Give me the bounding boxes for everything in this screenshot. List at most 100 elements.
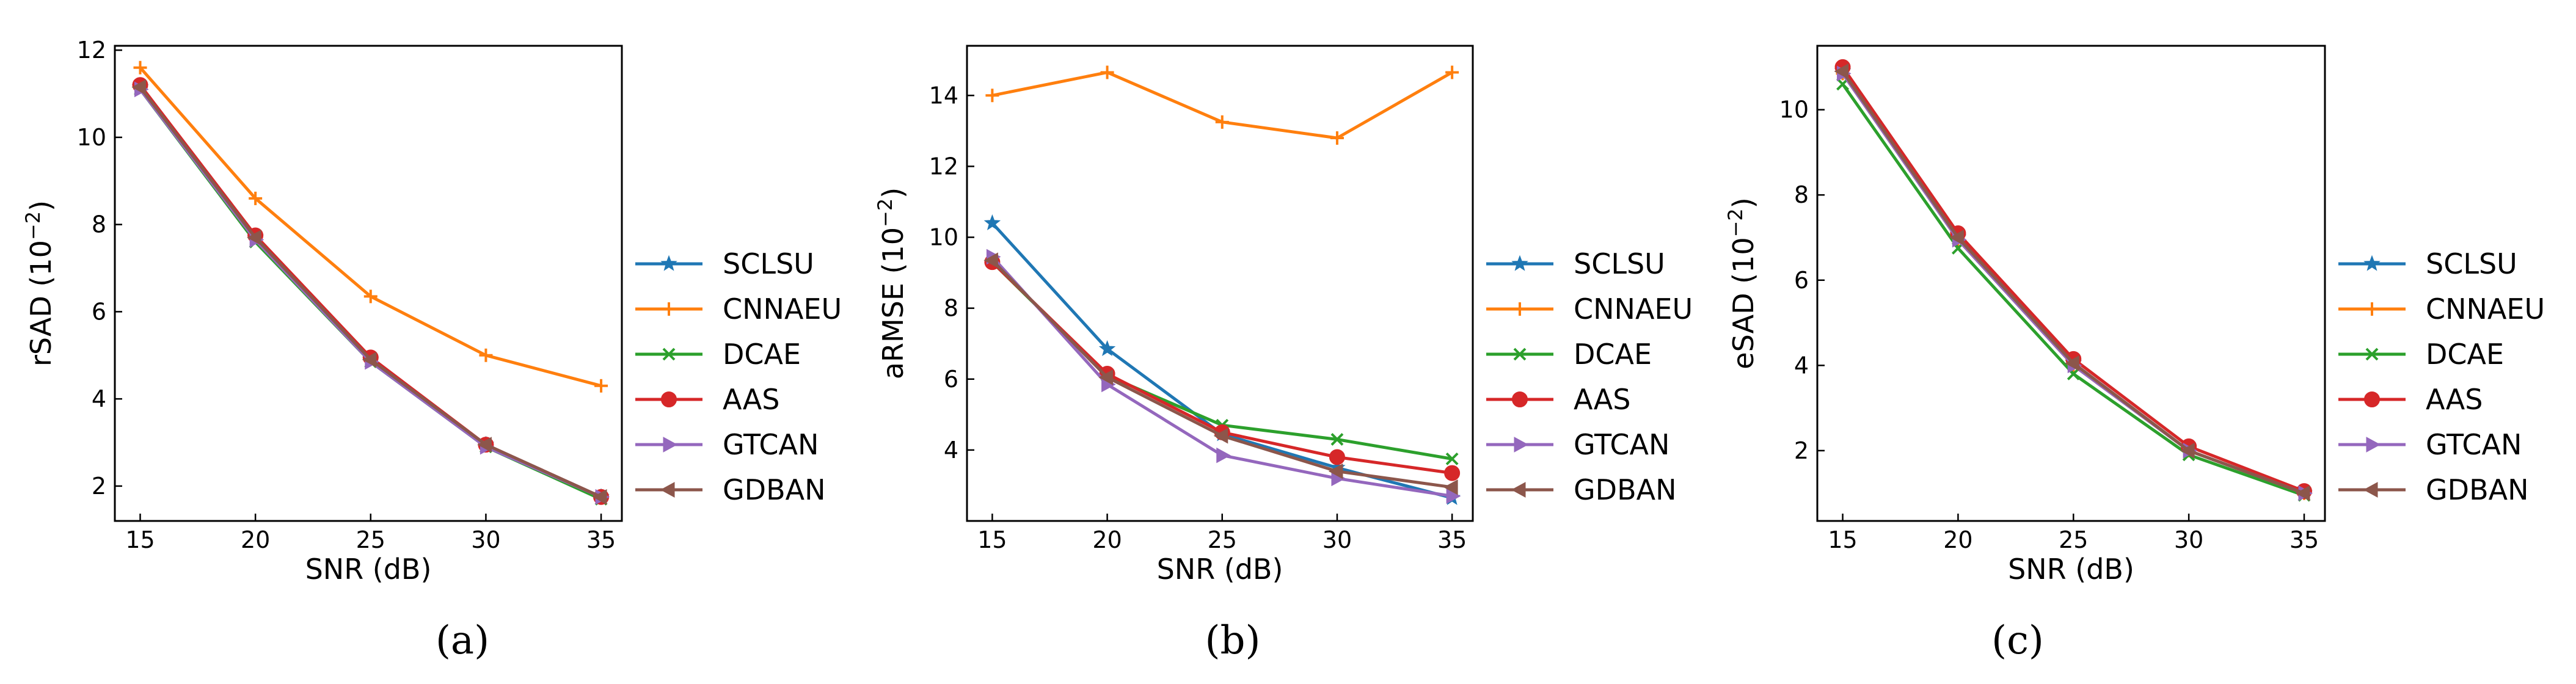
legend-item-gtcan: GTCAN [635, 428, 819, 461]
y-axis-label-exponent: −2 [1724, 208, 1747, 237]
data-point-cnnaeu-35 [594, 379, 608, 393]
legend-label: DCAE [1574, 338, 1652, 371]
data-point-aas-30 [1329, 449, 1345, 465]
chart-panel-a: 15 20 25 30 35 2 4 6 8 10 12 SNR (dB) rSAD (10−2) SCL… [21, 37, 842, 663]
chart-panel-b: 15 20 25 30 35 4 6 8 10 12 14 SNR (dB) aRMSE (10−2) S… [874, 45, 1693, 663]
legend-marker [2365, 302, 2379, 316]
y-tick-label: 6 [944, 366, 958, 393]
legend-label: GTCAN [2426, 428, 2522, 461]
legend-marker [662, 302, 676, 316]
legend-item-gtcan: GTCAN [2338, 428, 2522, 461]
legend-label: SCLSU [723, 247, 814, 280]
data-point-sclsu-20 [1098, 340, 1116, 357]
y-tick-label: 8 [92, 211, 106, 238]
x-axis-label: SNR (dB) [2008, 553, 2134, 586]
legend-marker [2365, 347, 2379, 361]
panel-caption: (c) [1991, 618, 2044, 663]
legend: SCLSU CNNAEU DCAE AAS GTCAN GDBAN [1486, 247, 1693, 506]
legend-item-gtcan: GTCAN [1486, 428, 1669, 461]
x-tick-label: 30 [2174, 526, 2203, 553]
data-point-gdban-35 [593, 489, 607, 505]
plot-area [983, 65, 1461, 505]
y-tick-label: 10 [1779, 96, 1809, 123]
x-tick-label: 15 [125, 526, 155, 553]
legend-marker [1512, 391, 1528, 407]
y-tick-label: 10 [77, 124, 106, 151]
x-axis-label: SNR (dB) [305, 553, 432, 586]
y-tick-label: 12 [929, 153, 958, 180]
y-tick-label: 14 [929, 82, 958, 109]
legend-label: DCAE [723, 338, 801, 371]
y-tick-label: 10 [929, 224, 958, 251]
plot-area [131, 60, 610, 506]
legend-label: CNNAEU [1574, 293, 1693, 326]
legend-item-dcae: DCAE [1486, 338, 1652, 371]
y-axis-label: rSAD (10−2) [21, 200, 57, 366]
data-point-gdban-30 [477, 437, 492, 453]
data-point-gdban-15 [1834, 64, 1849, 79]
x-tick-label: 35 [2290, 526, 2319, 553]
legend-marker [2364, 391, 2380, 407]
y-tick-label: 8 [1794, 181, 1809, 208]
data-point-cnnaeu-20 [249, 191, 263, 205]
x-tick-label: 20 [1943, 526, 1972, 553]
legend-marker [663, 437, 678, 453]
series-line-sclsu [1841, 70, 2305, 495]
legend-label: GDBAN [1574, 473, 1677, 506]
data-point-gdban-15 [131, 79, 146, 95]
legend-label: SCLSU [2426, 247, 2517, 280]
y-axis-label-main: eSAD (10 [1727, 237, 1760, 369]
data-point-gdban-35 [2295, 485, 2310, 501]
x-tick-label: 30 [1323, 526, 1352, 553]
y-tick-label: 6 [1794, 267, 1809, 294]
y-tick-label: 2 [1794, 437, 1809, 464]
legend-item-sclsu: SCLSU [635, 247, 814, 280]
legend-label: GDBAN [723, 473, 826, 506]
data-point-cnnaeu-15 [133, 60, 147, 75]
y-axis-label-close: ) [1727, 197, 1760, 208]
axes-frame [966, 45, 1474, 522]
x-tick-label: 15 [1828, 526, 1857, 553]
y-tick-label: 2 [92, 473, 106, 500]
legend-item-sclsu: SCLSU [2338, 247, 2517, 280]
x-tick-label: 15 [977, 526, 1007, 553]
legend-marker [1513, 347, 1527, 361]
y-tick-label: 6 [92, 298, 106, 325]
legend-label: CNNAEU [2426, 293, 2545, 326]
legend-label: CNNAEU [723, 293, 842, 326]
legend-label: GTCAN [1574, 428, 1669, 461]
y-axis-label-close: ) [24, 200, 57, 211]
data-point-cnnaeu-35 [1445, 65, 1459, 79]
x-tick-label: 30 [471, 526, 500, 553]
legend-item-cnnaeu: CNNAEU [1486, 293, 1693, 326]
y-axis-label-exponent: −2 [21, 211, 45, 240]
series-line-aas [1841, 66, 2305, 493]
x-tick-label: 25 [356, 526, 385, 553]
x-tick-label: 35 [586, 526, 616, 553]
data-point-aas-35 [1444, 465, 1461, 481]
x-tick-label: 35 [1437, 526, 1467, 553]
x-tick-label: 20 [241, 526, 270, 553]
y-axis-label-exponent: −2 [874, 198, 897, 227]
y-tick-label: 4 [944, 437, 958, 464]
panel-caption: (a) [436, 618, 489, 663]
y-tick-label: 12 [77, 37, 106, 64]
data-point-gdban-20 [247, 230, 261, 246]
legend-label: DCAE [2426, 338, 2504, 371]
legend-label: SCLSU [1574, 247, 1665, 280]
y-tick-label: 8 [944, 295, 958, 322]
legend-item-gdban: GDBAN [2338, 473, 2529, 506]
legend-item-dcae: DCAE [635, 338, 801, 371]
legend-marker [1513, 302, 1527, 316]
legend-marker [2363, 482, 2378, 498]
series-line-gdban [1841, 70, 2305, 495]
data-point-gdban-20 [1098, 369, 1114, 385]
series-line-cnnaeu [139, 67, 602, 388]
axes-frame [1816, 45, 2326, 522]
series-line-aas [991, 261, 1453, 475]
y-axis-label: aRMSE (10−2) [874, 187, 910, 379]
x-tick-label: 25 [1208, 526, 1237, 553]
data-point-cnnaeu-30 [479, 348, 493, 362]
y-axis-label-main: aRMSE (10 [877, 227, 910, 379]
data-point-gtcan-25 [1216, 447, 1231, 464]
